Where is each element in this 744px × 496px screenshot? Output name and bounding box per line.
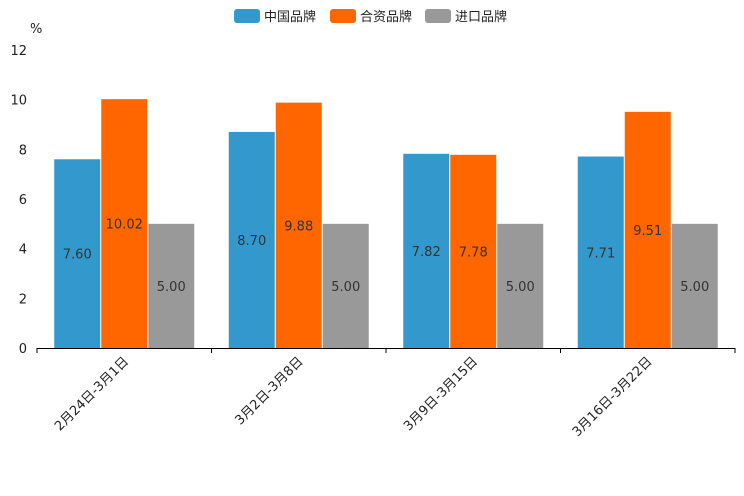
legend-swatch bbox=[330, 9, 356, 23]
bar-2-3 bbox=[450, 154, 497, 348]
legend-label: 中国品牌 bbox=[264, 9, 316, 25]
data-label: 5.00 bbox=[680, 280, 709, 295]
data-label: 10.02 bbox=[106, 218, 143, 233]
bar-1-2 bbox=[228, 131, 275, 348]
data-label: 5.00 bbox=[506, 280, 535, 295]
y-tick-label: 4 bbox=[19, 243, 27, 258]
y-tick-label: 2 bbox=[19, 292, 27, 307]
x-tick-label: 3月16日-3月22日 bbox=[570, 354, 656, 440]
data-label: 5.00 bbox=[157, 280, 186, 295]
legend-item-2[interactable]: 合资品牌 bbox=[330, 9, 412, 25]
data-label: 7.78 bbox=[459, 245, 488, 260]
bar-2-2 bbox=[275, 102, 322, 348]
data-label: 7.60 bbox=[63, 248, 92, 263]
legend-swatch bbox=[425, 9, 451, 23]
bars: 7.60 10.02 5.00 8.70 9.88 5.00 7.82 7.78 5.00 7.7… bbox=[54, 99, 718, 349]
y-tick-label: 12 bbox=[10, 44, 27, 59]
legend-label: 进口品牌 bbox=[455, 9, 507, 25]
data-label: 7.71 bbox=[586, 246, 615, 261]
legend-item-1[interactable]: 中国品牌 bbox=[234, 9, 316, 25]
bar-1-4 bbox=[577, 156, 624, 348]
x-axis: 2月24日-3月1日 3月2日-3月8日 3月9日-3月15日 3月16日-3月22日 bbox=[36, 348, 736, 440]
x-tick-label: 3月9日-3月15日 bbox=[401, 354, 481, 434]
data-label: 7.82 bbox=[412, 245, 441, 260]
y-axis: 0 2 4 6 8 10 12 bbox=[10, 44, 27, 357]
y-tick-label: 6 bbox=[19, 193, 27, 208]
y-axis-unit: % bbox=[30, 22, 42, 37]
data-label: 9.88 bbox=[284, 219, 313, 234]
bar-2-1 bbox=[101, 99, 148, 348]
bar-3-1 bbox=[148, 223, 195, 348]
legend-label: 合资品牌 bbox=[360, 9, 412, 25]
y-tick-label: 0 bbox=[19, 342, 27, 357]
bar-1-1 bbox=[54, 159, 101, 348]
data-label: 9.51 bbox=[633, 224, 662, 239]
bar-1-3 bbox=[403, 153, 450, 348]
legend-swatch bbox=[234, 9, 260, 23]
y-tick-label: 8 bbox=[19, 143, 27, 158]
y-tick-label: 10 bbox=[10, 94, 27, 109]
bar-3-2 bbox=[322, 223, 369, 348]
x-tick-label: 2月24日-3月1日 bbox=[52, 354, 132, 434]
bar-3-3 bbox=[497, 223, 544, 348]
legend-item-3[interactable]: 进口品牌 bbox=[425, 9, 507, 25]
legend: 中国品牌 合资品牌 进口品牌 bbox=[234, 9, 507, 25]
bar-2-4 bbox=[624, 111, 671, 349]
data-label: 5.00 bbox=[331, 280, 360, 295]
bar-3-4 bbox=[671, 223, 718, 348]
x-tick-label: 3月2日-3月8日 bbox=[232, 354, 306, 428]
data-label: 8.70 bbox=[237, 234, 266, 249]
